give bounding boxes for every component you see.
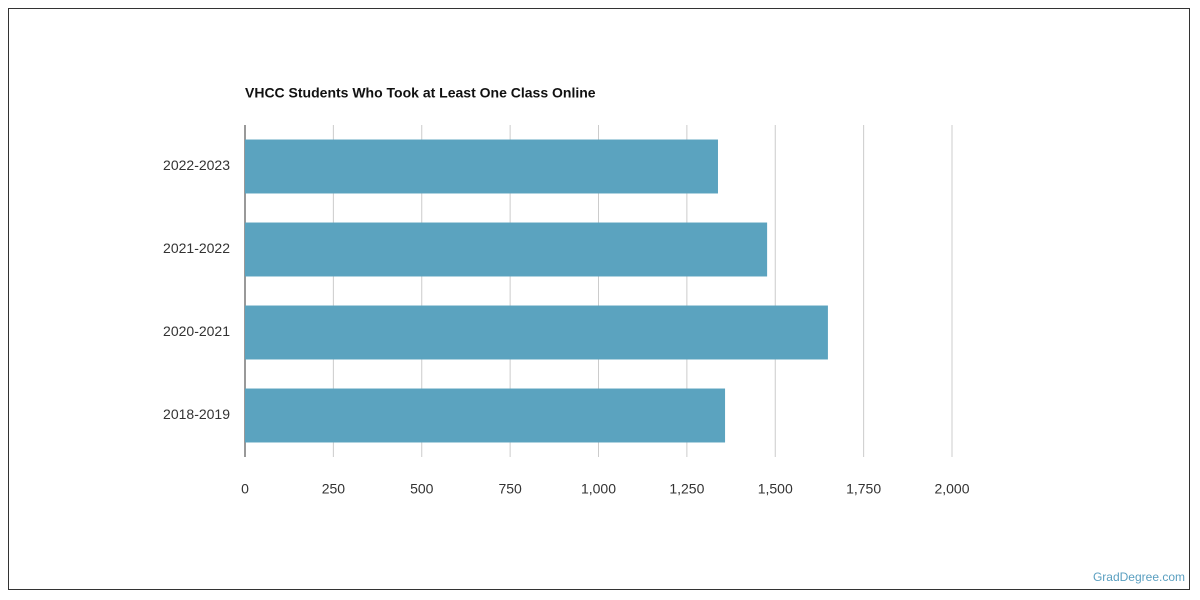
y-tick-label: 2020-2021 (163, 323, 230, 339)
x-tick-label: 2,000 (934, 481, 969, 497)
y-tick-label: 2021-2022 (163, 240, 230, 256)
bar (245, 305, 828, 360)
bar (245, 388, 726, 443)
x-tick-label: 250 (322, 481, 346, 497)
x-tick-label: 750 (498, 481, 522, 497)
x-tick-label: 1,000 (581, 481, 616, 497)
bar (245, 222, 768, 277)
x-tick-label: 1,500 (758, 481, 793, 497)
y-tick-label: 2022-2023 (163, 157, 230, 173)
bar (245, 139, 718, 194)
x-tick-label: 1,250 (669, 481, 704, 497)
y-tick-label: 2018-2019 (163, 406, 230, 422)
source-link[interactable]: GradDegree.com (1093, 570, 1185, 584)
x-tick-label: 1,750 (846, 481, 881, 497)
frame (8, 8, 1190, 590)
x-tick-label: 0 (241, 481, 249, 497)
chart-title: VHCC Students Who Took at Least One Clas… (245, 85, 596, 101)
x-tick-label: 500 (410, 481, 434, 497)
